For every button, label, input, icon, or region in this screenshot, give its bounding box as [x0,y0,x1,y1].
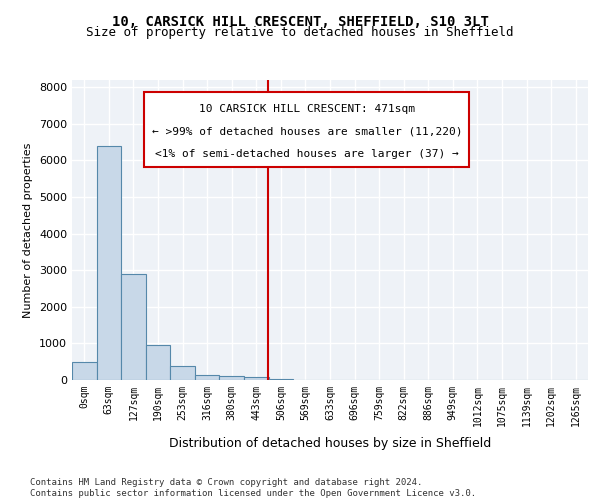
Bar [72,362,97,380]
Bar [170,366,195,380]
X-axis label: Distribution of detached houses by size in Sheffield: Distribution of detached houses by size … [169,437,491,450]
Text: Contains HM Land Registry data © Crown copyright and database right 2024.
Contai: Contains HM Land Registry data © Crown c… [30,478,476,498]
Bar [195,374,220,380]
Text: 10, CARSICK HILL CRESCENT, SHEFFIELD, S10 3LT: 10, CARSICK HILL CRESCENT, SHEFFIELD, S1… [112,15,488,29]
Text: Size of property relative to detached houses in Sheffield: Size of property relative to detached ho… [86,26,514,39]
Text: <1% of semi-detached houses are larger (37) →: <1% of semi-detached houses are larger (… [155,149,458,159]
Bar [146,345,170,380]
Text: 10 CARSICK HILL CRESCENT: 471sqm: 10 CARSICK HILL CRESCENT: 471sqm [199,104,415,114]
FancyBboxPatch shape [144,92,469,167]
Text: ← >99% of detached houses are smaller (11,220): ← >99% of detached houses are smaller (1… [152,126,462,136]
Bar [97,146,121,380]
Bar [220,376,244,380]
Bar [121,274,146,380]
Y-axis label: Number of detached properties: Number of detached properties [23,142,34,318]
Bar [244,378,269,380]
